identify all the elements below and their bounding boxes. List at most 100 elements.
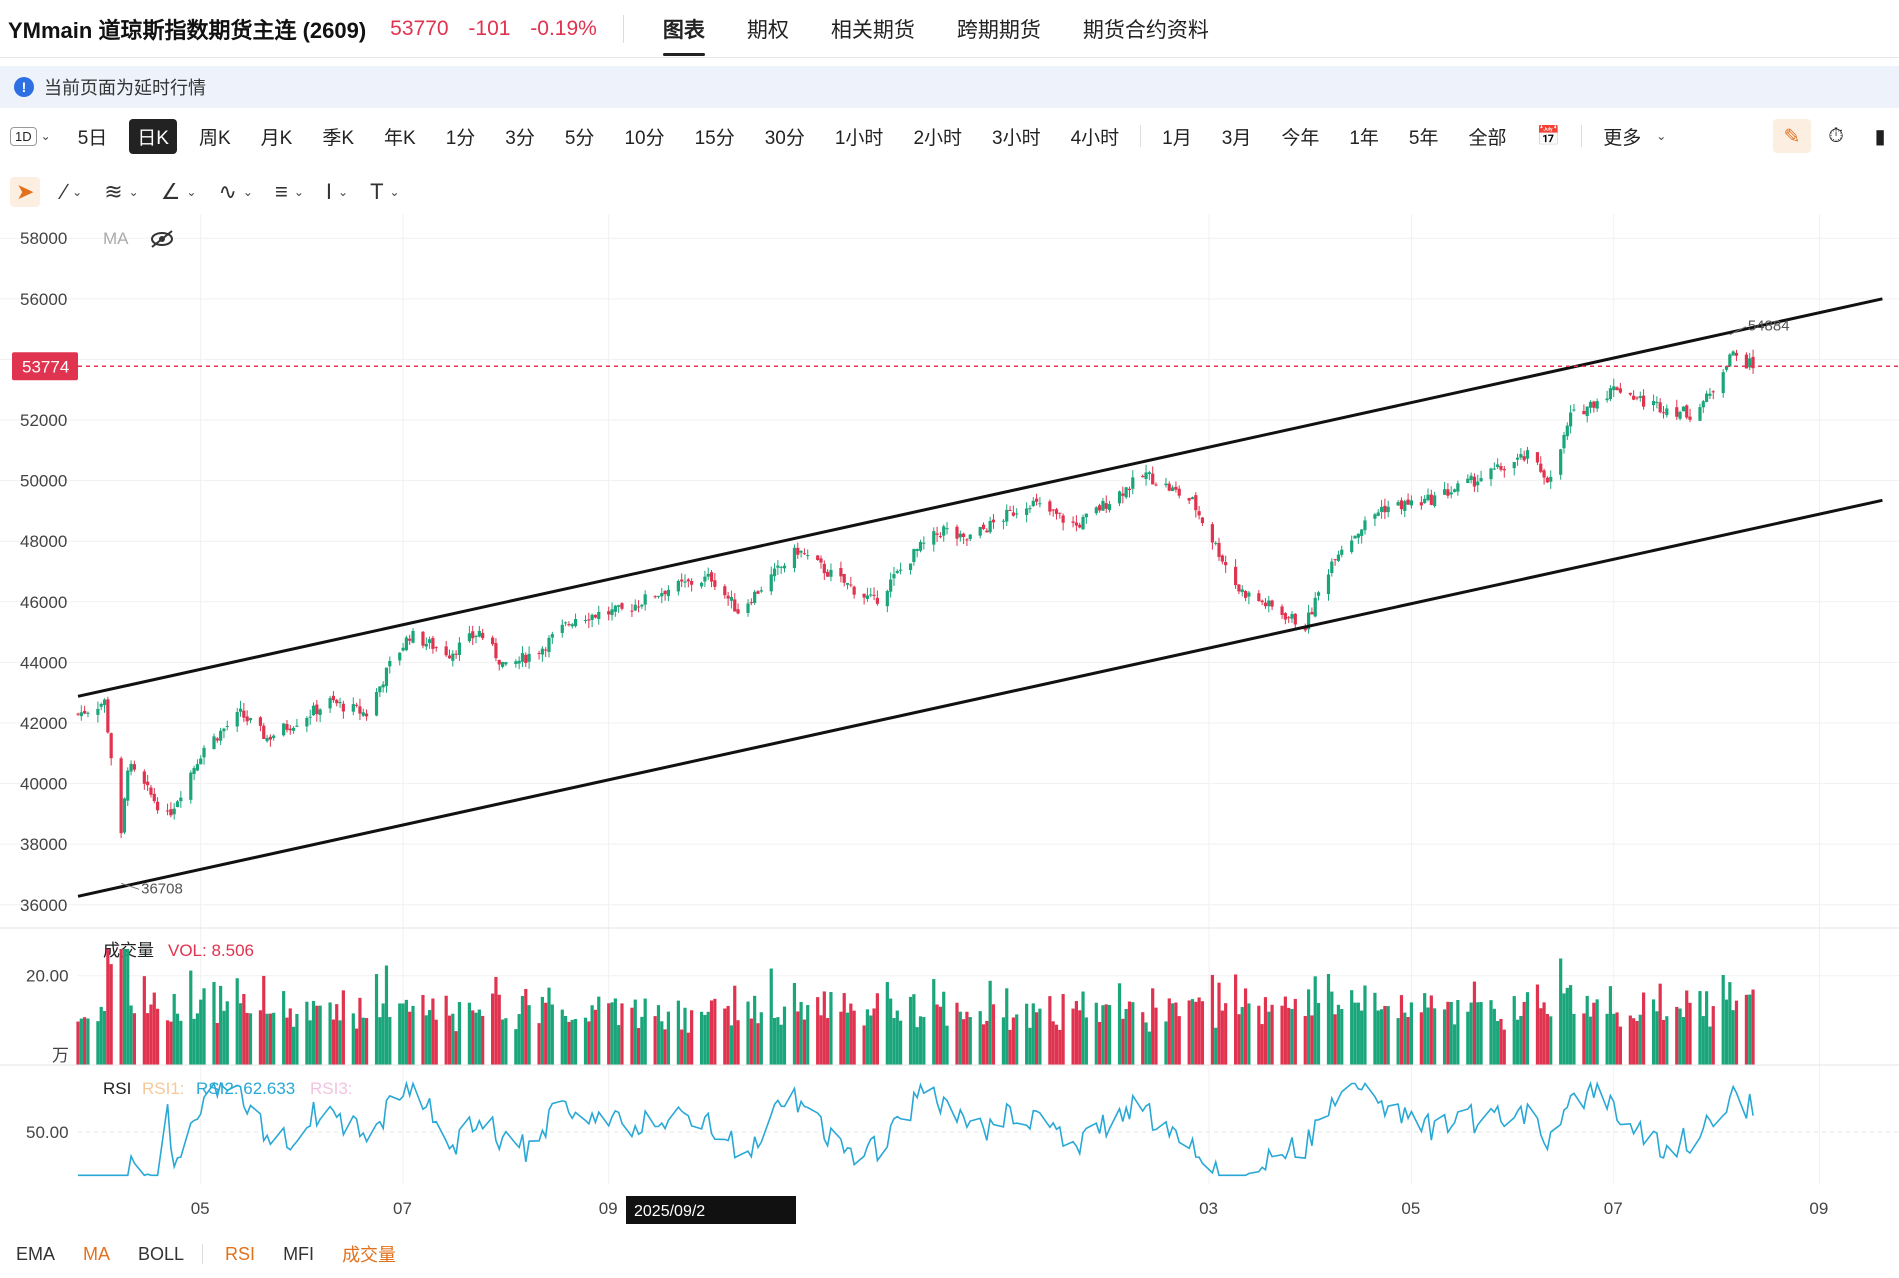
period-10min[interactable]: 10分: [624, 127, 665, 149]
candle: [1608, 385, 1613, 402]
eye-hidden-icon[interactable]: [151, 230, 173, 248]
period-monthly[interactable]: 月K: [260, 127, 293, 149]
volume-bar: [471, 1010, 475, 1065]
candle: [189, 770, 193, 804]
period-quarterly[interactable]: 季K: [322, 127, 355, 149]
indicator-boll[interactable]: BOLL: [138, 1243, 185, 1264]
candle: [1612, 378, 1616, 398]
range-all[interactable]: 全部: [1468, 127, 1507, 149]
tab-spread-futures[interactable]: 跨期期货: [956, 18, 1041, 42]
period-5d[interactable]: 5日: [77, 127, 108, 149]
range-1m[interactable]: 1月: [1162, 127, 1192, 149]
indicator-mfi[interactable]: MFI: [283, 1243, 315, 1264]
candle-settings-icon[interactable]: ▮: [1874, 125, 1886, 148]
range-ytd[interactable]: 今年: [1281, 127, 1320, 149]
volume-bar: [447, 1015, 452, 1065]
channel-lower-line[interactable]: [77, 498, 1883, 898]
volume-bar: [199, 999, 203, 1065]
channel-tool-icon[interactable]: ≋ ⌄: [104, 179, 139, 204]
trend-channel[interactable]: [77, 297, 1883, 898]
period-4h[interactable]: 4小时: [1070, 127, 1120, 149]
candle: [471, 625, 475, 646]
candle: [1194, 492, 1198, 518]
period-1min[interactable]: 1分: [445, 127, 476, 149]
volume-bar: [1336, 1004, 1341, 1065]
volume-bar: [806, 1005, 810, 1065]
candle: [1104, 495, 1108, 513]
indicator-ema[interactable]: EMA: [16, 1243, 56, 1264]
gauge-icon[interactable]: ⏱: [1828, 124, 1844, 147]
channel-upper-line[interactable]: [77, 297, 1883, 698]
candle: [796, 542, 800, 559]
volume-bar: [295, 1013, 299, 1065]
candle: [1588, 400, 1593, 414]
candle: [355, 702, 359, 708]
y-tick-label: 38000: [20, 835, 67, 854]
calendar-icon[interactable]: 📅: [1536, 126, 1561, 147]
candle: [165, 803, 170, 816]
fib-tool-icon[interactable]: ≡ ⌄: [274, 179, 304, 204]
chevron-down-icon[interactable]: ⌄: [40, 129, 51, 143]
volume-bar: [683, 1007, 687, 1065]
trendline-tool-icon[interactable]: ∕ ⌄: [62, 179, 83, 204]
period-30min[interactable]: 30分: [764, 127, 805, 149]
candle: [1638, 391, 1642, 402]
angle-tool-icon[interactable]: ∠ ⌄: [160, 179, 197, 204]
candle: [1015, 508, 1019, 519]
chart-type-select[interactable]: 1D: [10, 126, 37, 146]
chevron-down-icon[interactable]: ⌄: [1656, 129, 1667, 143]
draw-pen-icon[interactable]: ✎: [1773, 119, 1811, 153]
range-3m[interactable]: 3月: [1221, 127, 1252, 149]
volume-bar: [1326, 973, 1331, 1065]
candle: [567, 621, 571, 627]
volume-bar: [1247, 1003, 1251, 1065]
candle: [563, 621, 568, 627]
range-5y[interactable]: 5年: [1408, 127, 1439, 149]
x-axis: 05 07 09 03 05 07 09: [191, 1199, 1829, 1218]
volume-bar: [1595, 999, 1599, 1065]
period-2h[interactable]: 2小时: [913, 127, 963, 149]
wave-tool-icon[interactable]: ∿ ⌄: [218, 179, 253, 204]
candle: [1005, 504, 1009, 527]
indicator-ma[interactable]: MA: [83, 1243, 111, 1264]
measure-tool-icon[interactable]: I ⌄: [325, 179, 349, 204]
period-3min[interactable]: 3分: [505, 127, 535, 149]
tab-contract-info[interactable]: 期货合约资料: [1082, 18, 1209, 42]
indicator-volume[interactable]: 成交量: [342, 1245, 397, 1265]
volume-bar: [1240, 1007, 1244, 1065]
candle: [1316, 590, 1321, 601]
ma-legend[interactable]: MA: [103, 229, 129, 248]
candle: [597, 605, 601, 625]
candle: [1131, 470, 1135, 495]
candle: [1472, 473, 1477, 492]
tab-related-futures[interactable]: 相关期货: [830, 18, 915, 42]
period-1h[interactable]: 1小时: [834, 127, 884, 149]
period-15min[interactable]: 15分: [694, 127, 735, 149]
candle: [504, 661, 508, 667]
period-weekly[interactable]: 周K: [198, 127, 231, 149]
volume-bar: [1479, 1002, 1483, 1065]
candle: [862, 593, 866, 605]
cursor-icon[interactable]: ➤: [10, 177, 41, 207]
volume-bar: [328, 1002, 332, 1065]
candle: [364, 709, 369, 721]
candle: [965, 538, 969, 546]
price-chart[interactable]: 5800056000540005200050000480004600044000…: [0, 214, 1899, 1234]
text-tool-icon[interactable]: T ⌄: [370, 179, 400, 204]
period-3h[interactable]: 3小时: [992, 127, 1041, 149]
tab-options[interactable]: 期权: [746, 18, 789, 42]
period-daily[interactable]: 日K: [129, 118, 177, 154]
candle: [1489, 467, 1493, 487]
indicator-rsi[interactable]: RSI: [225, 1243, 256, 1264]
period-yearly[interactable]: 年K: [384, 127, 416, 149]
candle: [653, 595, 657, 599]
volume-bar: [899, 1020, 903, 1065]
tab-chart[interactable]: 图表: [662, 0, 705, 58]
volume-bar: [421, 994, 425, 1065]
candle: [225, 720, 229, 731]
period-5min[interactable]: 5分: [564, 127, 595, 149]
more-button[interactable]: 更多: [1603, 127, 1642, 149]
range-1y[interactable]: 1年: [1349, 127, 1379, 149]
volume-bar: [1151, 988, 1155, 1065]
volume-bar: [83, 1017, 87, 1065]
